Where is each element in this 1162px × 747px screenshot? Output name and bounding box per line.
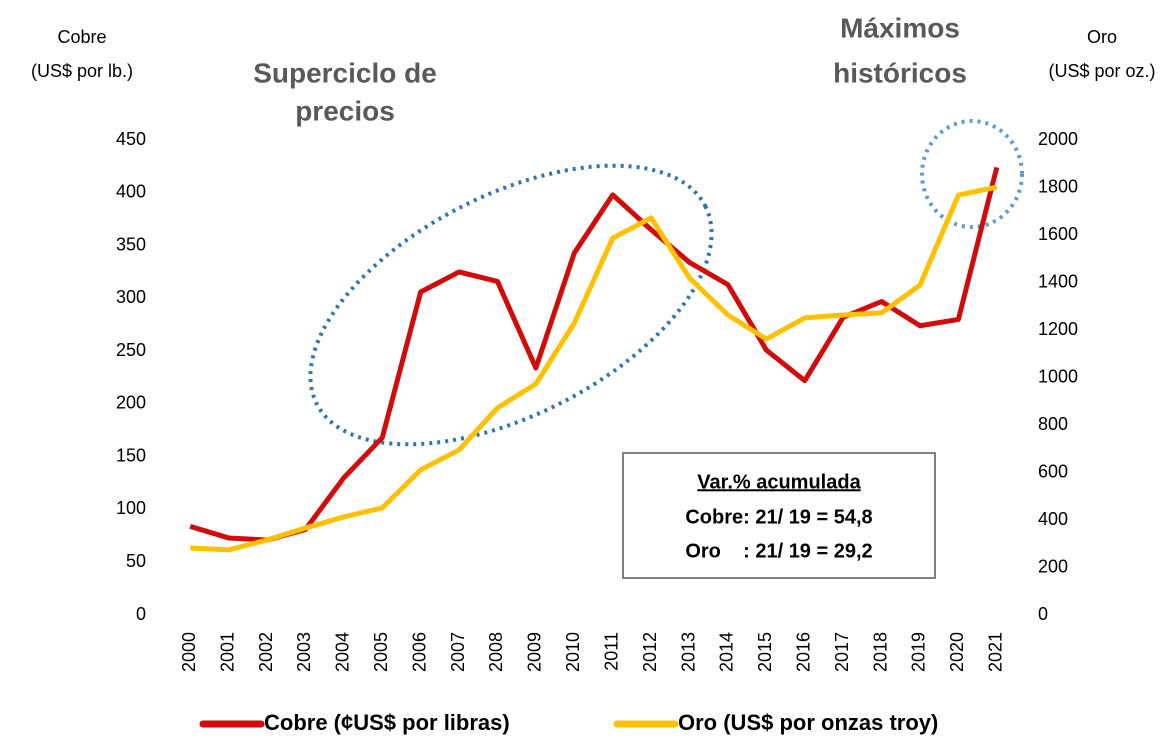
y-tick-label: 50 — [126, 551, 146, 571]
x-tick-label: 2021 — [986, 632, 1006, 672]
y-tick-label: 200 — [116, 393, 146, 413]
x-tick-label: 2019 — [909, 632, 929, 672]
y2-tick-label: 1000 — [1038, 366, 1078, 386]
series-line — [189, 166, 1000, 543]
x-tick-label: 2012 — [640, 632, 660, 672]
y-tick-label: 0 — [136, 604, 146, 624]
annotation-box — [622, 452, 936, 579]
x-tick-label: 2004 — [333, 632, 353, 672]
y2-axis-label: (US$ por oz.) — [1048, 61, 1155, 81]
x-tick-label: 2015 — [755, 632, 775, 672]
x-tick-label: 2010 — [563, 632, 583, 672]
y-tick-label: 150 — [116, 445, 146, 465]
y-tick-label: 350 — [116, 234, 146, 254]
y2-tick-label: 400 — [1038, 509, 1068, 529]
y-axis-label: (US$ por lb.) — [31, 61, 133, 81]
y-axis-label: Cobre — [57, 27, 106, 47]
y2-tick-label: 2000 — [1038, 129, 1078, 149]
y2-tick-label: 0 — [1038, 604, 1048, 624]
x-tick-label: 2013 — [678, 632, 698, 672]
x-tick-label: 2011 — [601, 632, 621, 671]
x-tick-label: 2018 — [870, 632, 890, 672]
x-tick-label: 2002 — [256, 632, 276, 672]
x-tick-label: 2014 — [717, 632, 737, 672]
x-tick-label: 2001 — [217, 632, 237, 672]
annotation: precios — [295, 95, 395, 126]
annotation: Oro : 21/ 19 = 29,2 — [685, 540, 872, 562]
x-tick-label: 2003 — [294, 632, 314, 672]
annotation: históricos — [833, 57, 967, 88]
x-tick-label: 2005 — [371, 632, 391, 672]
annotation: Máximos — [840, 12, 960, 43]
x-tick-label: 2000 — [179, 632, 199, 672]
x-tick-label: 2017 — [832, 632, 852, 672]
x-tick-label: 2008 — [486, 632, 506, 672]
highlight-ellipse — [308, 163, 714, 447]
y2-tick-label: 1400 — [1038, 271, 1078, 291]
legend-label: Oro (US$ por onzas troy) — [678, 710, 938, 735]
x-tick-label: 2009 — [525, 632, 545, 672]
highlight-circle — [920, 119, 1024, 229]
y2-tick-label: 1600 — [1038, 224, 1078, 244]
series-line — [190, 184, 998, 553]
y-tick-label: 400 — [116, 182, 146, 202]
x-tick-label: 2016 — [794, 632, 814, 672]
y-tick-label: 450 — [116, 129, 146, 149]
y-tick-label: 100 — [116, 498, 146, 518]
y2-tick-label: 1800 — [1038, 176, 1078, 196]
y2-tick-label: 200 — [1038, 556, 1068, 576]
legend-label: Cobre (¢US$ por libras) — [264, 710, 510, 735]
y2-tick-label: 600 — [1038, 461, 1068, 481]
x-tick-label: 2006 — [409, 632, 429, 672]
y-tick-label: 250 — [116, 340, 146, 360]
y2-axis-label: Oro — [1087, 27, 1117, 47]
annotation: Cobre: 21/ 19 = 54,8 — [685, 506, 872, 528]
annotation: Var.% acumulada — [697, 471, 861, 493]
y-tick-label: 300 — [116, 287, 146, 307]
x-tick-label: 2007 — [448, 632, 468, 672]
annotation: Superciclo de — [253, 57, 437, 88]
y2-tick-label: 1200 — [1038, 319, 1078, 339]
y2-tick-label: 800 — [1038, 414, 1068, 434]
x-tick-label: 2020 — [947, 632, 967, 672]
